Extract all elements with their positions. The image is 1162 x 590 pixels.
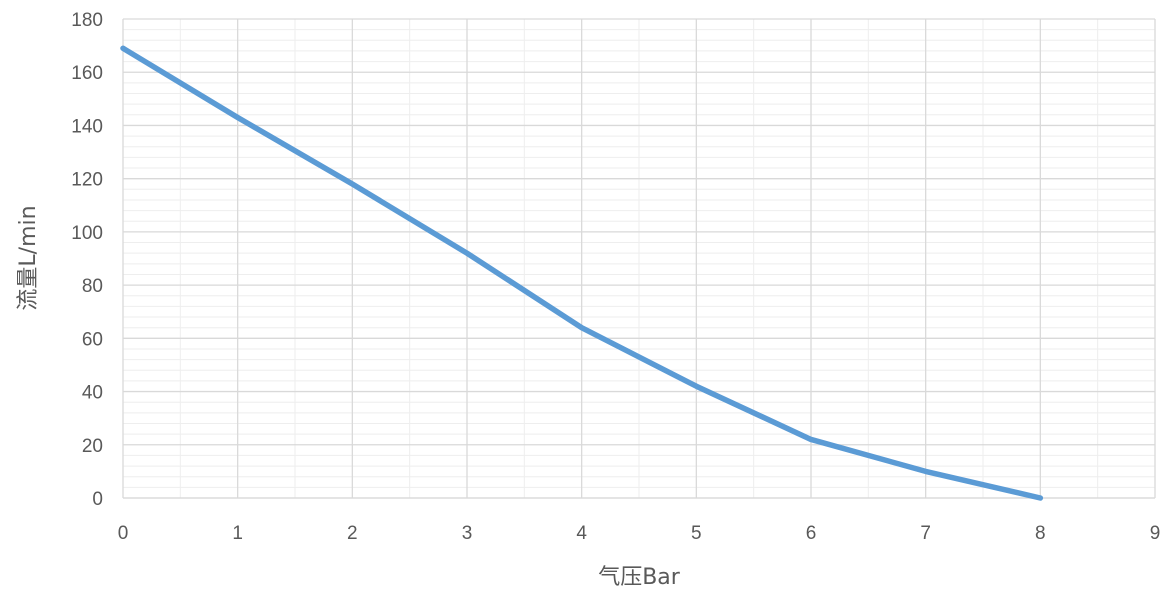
y-tick-label: 180 xyxy=(71,10,103,31)
major-gridlines xyxy=(122,18,1156,499)
y-tick-label: 120 xyxy=(71,170,103,191)
series-line xyxy=(120,45,1044,501)
x-tick-label: 1 xyxy=(232,523,243,544)
x-tick-label: 8 xyxy=(1035,523,1046,544)
y-tick-label: 140 xyxy=(71,116,103,137)
x-axis-ticks: 0 1 2 3 4 5 6 7 8 9 xyxy=(118,523,1161,544)
y-tick-label: 40 xyxy=(82,383,103,404)
y-axis-title: 流量L/min xyxy=(16,205,41,310)
x-tick-label: 6 xyxy=(806,523,817,544)
series-layer xyxy=(120,45,1044,501)
x-tick-label: 9 xyxy=(1150,523,1161,544)
y-tick-label: 160 xyxy=(71,63,103,84)
x-tick-label: 3 xyxy=(462,523,473,544)
y-tick-label: 0 xyxy=(92,489,103,510)
x-axis-title: 气压Bar xyxy=(598,565,681,590)
x-tick-label: 2 xyxy=(347,523,358,544)
y-axis-ticks: 0 20 40 60 80 100 120 140 160 180 xyxy=(71,10,103,510)
y-tick-label: 80 xyxy=(82,276,103,297)
minor-gridlines xyxy=(123,19,1155,498)
x-tick-label: 5 xyxy=(691,523,702,544)
y-tick-label: 60 xyxy=(82,329,103,350)
x-tick-label: 7 xyxy=(920,523,931,544)
y-tick-label: 20 xyxy=(82,436,103,457)
y-tick-label: 100 xyxy=(71,223,103,244)
x-tick-label: 4 xyxy=(576,523,587,544)
x-tick-label: 0 xyxy=(118,523,129,544)
